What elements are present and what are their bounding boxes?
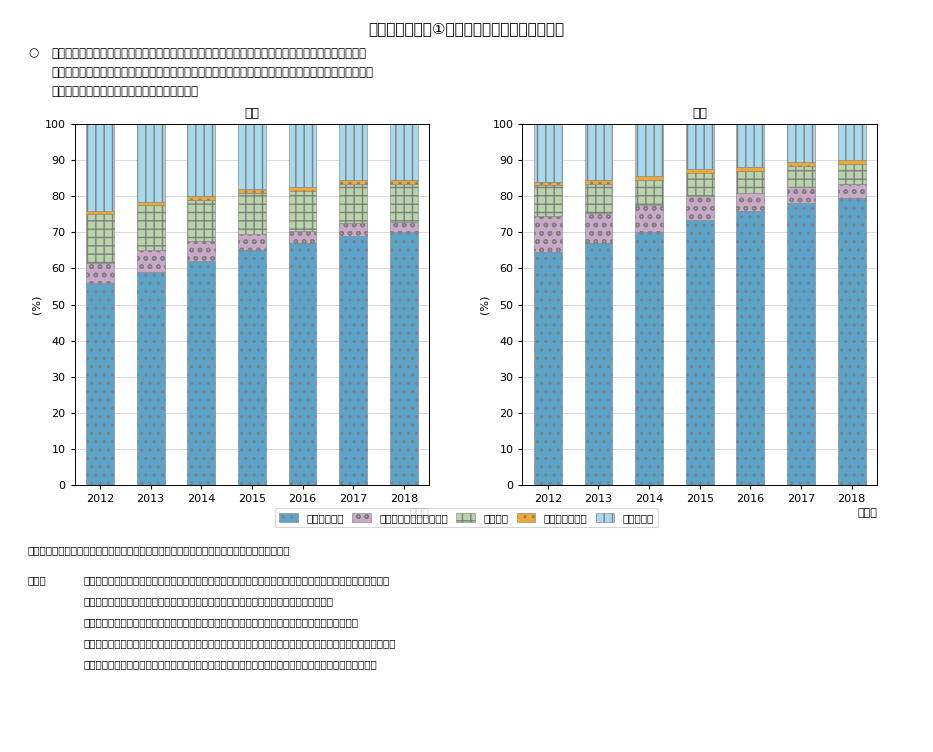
Bar bbox=[635, 232, 663, 485]
Bar bbox=[534, 186, 562, 216]
Text: パート、アルバイトなどの臨時的な収入を目的とした一時的な仕事に就いた指す。: パート、アルバイトなどの臨時的な収入を目的とした一時的な仕事に就いた指す。 bbox=[84, 596, 334, 606]
Bar bbox=[686, 220, 714, 485]
Text: １）「正規の職員等でない者等」とは、学卒後の進路状況が、正規の職員等でない者又は学卒後の進路状況が: １）「正規の職員等でない者等」とは、学卒後の進路状況が、正規の職員等でない者又は… bbox=[84, 575, 390, 585]
Bar bbox=[288, 243, 316, 485]
Bar bbox=[686, 124, 714, 169]
Bar bbox=[238, 193, 266, 234]
Bar bbox=[736, 168, 764, 171]
Bar bbox=[188, 124, 216, 196]
Bar bbox=[288, 124, 316, 187]
Bar bbox=[390, 124, 418, 180]
Bar bbox=[838, 160, 866, 164]
Title: 女性: 女性 bbox=[692, 107, 707, 120]
Bar bbox=[635, 177, 663, 180]
Bar bbox=[137, 205, 164, 250]
Text: （年）: （年） bbox=[857, 508, 877, 518]
Text: コラム１－２－①図　学卒就職者の割合の推移: コラム１－２－①図 学卒就職者の割合の推移 bbox=[369, 21, 564, 36]
Bar bbox=[838, 183, 866, 198]
Text: （年）: （年） bbox=[410, 508, 429, 518]
Bar bbox=[86, 211, 114, 214]
Bar bbox=[686, 196, 714, 220]
Text: 資料出所　文部科学省「学校基本統計」をもとに厚生労働省政策統括官付政策統括室にて作成: 資料出所 文部科学省「学校基本統計」をもとに厚生労働省政策統括官付政策統括室にて… bbox=[28, 545, 290, 555]
Bar bbox=[736, 171, 764, 193]
Bar bbox=[238, 250, 266, 485]
Bar bbox=[736, 211, 764, 485]
Bar bbox=[188, 196, 216, 200]
Bar bbox=[188, 241, 216, 261]
Bar bbox=[736, 193, 764, 211]
Bar bbox=[288, 231, 316, 243]
Bar bbox=[188, 261, 216, 485]
Bar bbox=[86, 283, 114, 485]
Bar bbox=[86, 214, 114, 263]
Bar bbox=[584, 180, 612, 183]
Bar bbox=[736, 124, 764, 168]
Bar bbox=[635, 180, 663, 205]
Bar bbox=[340, 124, 367, 180]
Bar bbox=[288, 191, 316, 231]
Bar bbox=[390, 180, 418, 183]
Bar bbox=[787, 204, 815, 485]
Legend: 正規の職員等, 正規の職員等でない者等, 進学者等, 不詳・死亡の者, その他の者: 正規の職員等, 正規の職員等でない者等, 進学者等, 不詳・死亡の者, その他の… bbox=[275, 508, 658, 527]
Bar bbox=[288, 187, 316, 191]
Bar bbox=[534, 216, 562, 252]
Bar bbox=[534, 252, 562, 485]
Bar bbox=[86, 263, 114, 283]
Text: ３）「その他の者」は、学卒後の進路状況が、臨床研修医（予定者を含む）又は予備校に所属しない受験の準備: ３）「その他の者」は、学卒後の進路状況が、臨床研修医（予定者を含む）又は予備校に… bbox=[84, 638, 397, 648]
Title: 男性: 男性 bbox=[244, 107, 259, 120]
Bar bbox=[787, 162, 815, 165]
Text: 学卒就職者の卒業後の進路状況をみると、男女ともに、「正規の職員等でない者等」に就く者の割
　合が緩やかに低下し、進学等を選択する者の割合がおおむね横ばいで推移す: 学卒就職者の卒業後の進路状況をみると、男女ともに、「正規の職員等でない者等」に就… bbox=[51, 47, 373, 98]
Bar bbox=[686, 173, 714, 196]
Y-axis label: (%): (%) bbox=[32, 295, 42, 314]
Text: （注）: （注） bbox=[28, 575, 47, 585]
Y-axis label: (%): (%) bbox=[480, 295, 490, 314]
Bar bbox=[340, 236, 367, 485]
Bar bbox=[390, 222, 418, 232]
Bar bbox=[137, 250, 164, 272]
Bar bbox=[238, 189, 266, 193]
Bar bbox=[340, 223, 367, 236]
Bar bbox=[390, 183, 418, 222]
Bar bbox=[137, 202, 164, 205]
Bar bbox=[787, 124, 815, 162]
Bar bbox=[390, 232, 418, 485]
Bar bbox=[584, 213, 612, 243]
Bar bbox=[340, 183, 367, 223]
Bar bbox=[534, 124, 562, 182]
Bar bbox=[340, 180, 367, 183]
Text: ○: ○ bbox=[28, 47, 38, 59]
Bar bbox=[137, 272, 164, 485]
Bar bbox=[787, 187, 815, 204]
Bar bbox=[635, 205, 663, 232]
Bar bbox=[137, 124, 164, 202]
Bar bbox=[188, 200, 216, 241]
Bar bbox=[838, 198, 866, 485]
Bar bbox=[86, 124, 114, 211]
Bar bbox=[838, 164, 866, 183]
Bar bbox=[635, 124, 663, 177]
Bar bbox=[838, 124, 866, 160]
Bar bbox=[787, 165, 815, 187]
Text: ２）「進学者等」とは、学卒後の進路状況が、進学者又は専修学校・外国の学校等入学者を指す。: ２）「進学者等」とは、学卒後の進路状況が、進学者又は専修学校・外国の学校等入学者… bbox=[84, 617, 359, 627]
Bar bbox=[534, 182, 562, 186]
Text: や就職活動や家事手伝い等、学卒後の進路状況が進学でも就職でもないことが明らかな者を含む。: や就職活動や家事手伝い等、学卒後の進路状況が進学でも就職でもないことが明らかな者… bbox=[84, 660, 378, 669]
Bar bbox=[238, 124, 266, 189]
Bar bbox=[686, 169, 714, 173]
Bar bbox=[584, 183, 612, 213]
Bar bbox=[238, 234, 266, 250]
Bar bbox=[584, 124, 612, 180]
Bar bbox=[584, 243, 612, 485]
